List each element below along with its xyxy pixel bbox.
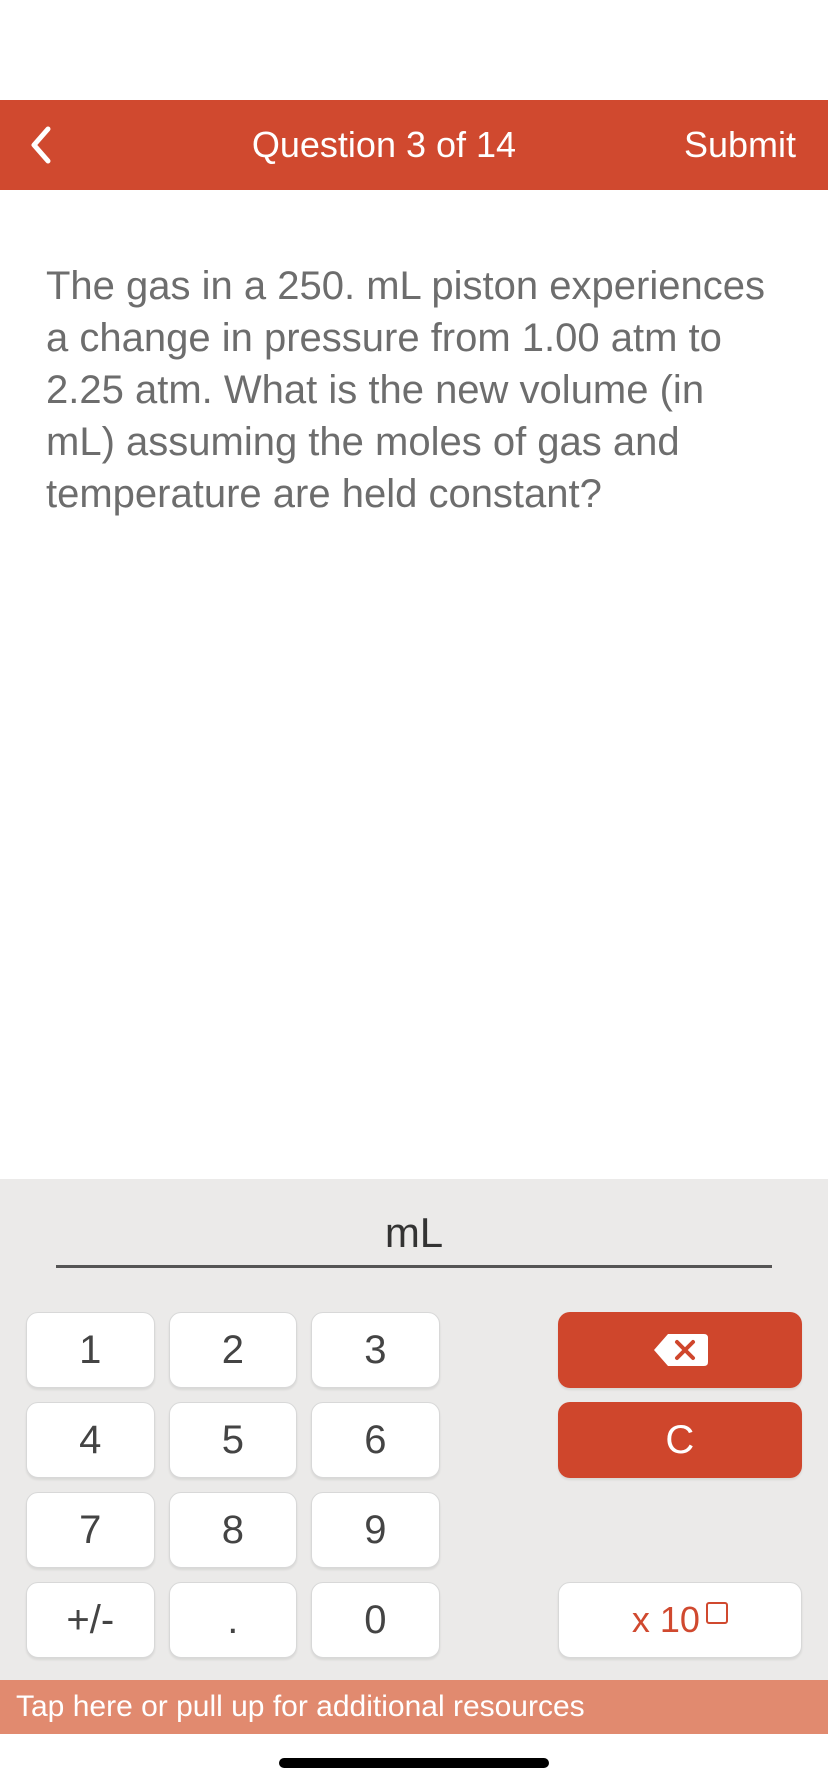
key-6[interactable]: 6 (311, 1402, 440, 1478)
resources-drawer[interactable]: Tap here or pull up for additional resou… (0, 1680, 828, 1734)
key-1[interactable]: 1 (26, 1312, 155, 1388)
header-bar: Question 3 of 14 Submit (0, 100, 828, 190)
clear-button[interactable]: C (558, 1402, 802, 1478)
scientific-notation-button[interactable]: x 10 (558, 1582, 802, 1658)
resources-label: Tap here or pull up for additional resou… (16, 1690, 585, 1724)
sci-label: x 10 (632, 1599, 700, 1641)
status-bar (0, 0, 828, 100)
key-8[interactable]: 8 (169, 1492, 298, 1568)
exponent-box-icon (706, 1602, 728, 1624)
key-5[interactable]: 5 (169, 1402, 298, 1478)
chevron-left-icon (28, 125, 52, 165)
key-0[interactable]: 0 (311, 1582, 440, 1658)
back-button[interactable] (28, 125, 88, 165)
page-title: Question 3 of 14 (88, 124, 680, 166)
keypad-panel: mL 1 2 3 4 5 6 C 7 8 9 +/- . 0 (0, 1179, 828, 1792)
backspace-button[interactable] (558, 1312, 802, 1388)
question-text: The gas in a 250. mL piston experiences … (46, 260, 782, 520)
submit-button[interactable]: Submit (680, 124, 800, 166)
home-indicator[interactable] (279, 1758, 549, 1768)
question-area: The gas in a 250. mL piston experiences … (0, 190, 828, 520)
key-decimal[interactable]: . (169, 1582, 298, 1658)
answer-unit: mL (385, 1209, 443, 1257)
backspace-icon (652, 1330, 708, 1370)
key-2[interactable]: 2 (169, 1312, 298, 1388)
answer-row: mL (0, 1179, 828, 1282)
key-4[interactable]: 4 (26, 1402, 155, 1478)
key-9[interactable]: 9 (311, 1492, 440, 1568)
key-3[interactable]: 3 (311, 1312, 440, 1388)
keypad-grid: 1 2 3 4 5 6 C 7 8 9 +/- . 0 x 10 (0, 1282, 828, 1680)
home-indicator-area (0, 1734, 828, 1792)
key-7[interactable]: 7 (26, 1492, 155, 1568)
key-plus-minus[interactable]: +/- (26, 1582, 155, 1658)
answer-input[interactable]: mL (56, 1209, 772, 1268)
